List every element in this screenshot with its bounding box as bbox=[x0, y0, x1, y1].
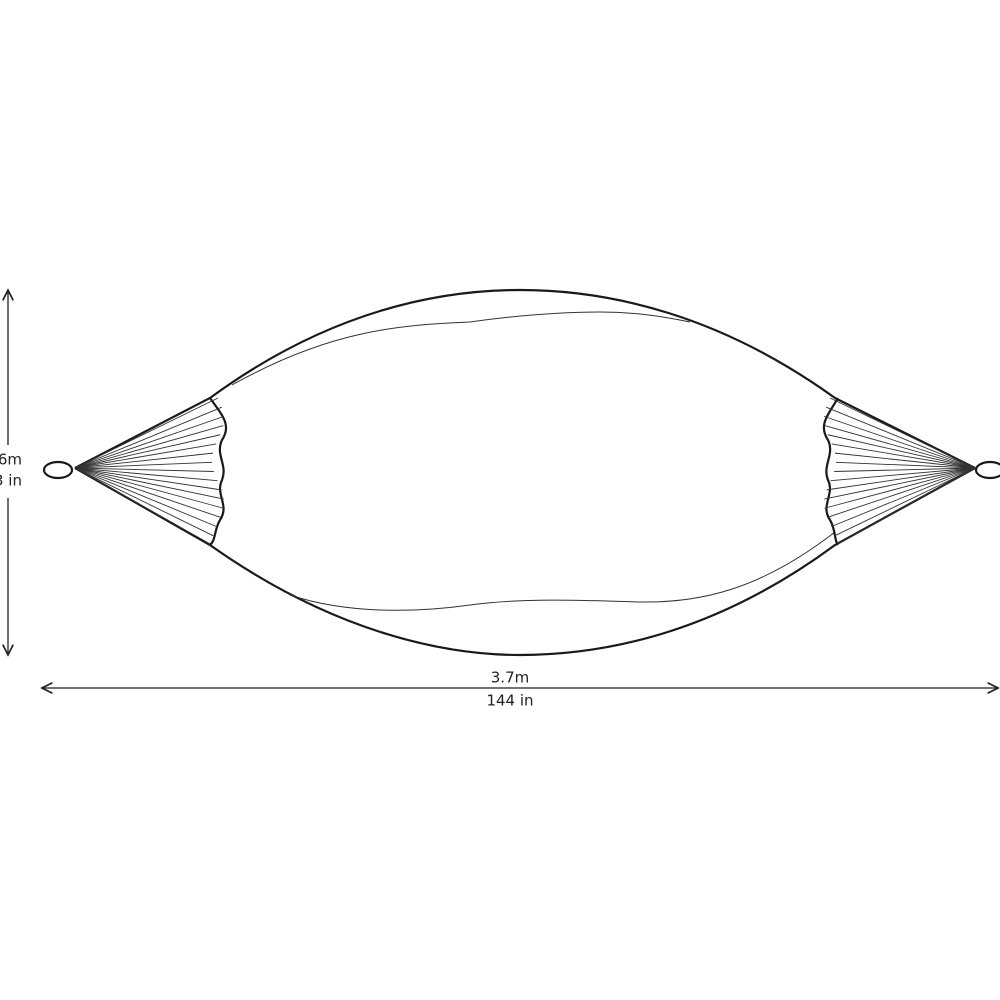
string bbox=[824, 467, 976, 500]
hammock-top-edge bbox=[74, 288, 976, 469]
string bbox=[74, 425, 224, 469]
string bbox=[834, 452, 976, 469]
string bbox=[831, 467, 976, 528]
string bbox=[74, 467, 213, 546]
string bbox=[824, 425, 976, 469]
string bbox=[74, 467, 224, 509]
hammock-bottom-edge bbox=[74, 467, 976, 657]
string bbox=[827, 434, 976, 469]
string bbox=[74, 467, 214, 537]
string bbox=[74, 467, 214, 472]
string bbox=[74, 467, 221, 518]
left-gather bbox=[209, 397, 228, 546]
string bbox=[829, 397, 976, 469]
length-dimension: 3.7m 144 in bbox=[42, 669, 998, 710]
string bbox=[74, 467, 218, 528]
string bbox=[826, 406, 976, 469]
string bbox=[74, 443, 217, 469]
suspension-strings bbox=[74, 397, 976, 546]
string bbox=[74, 467, 222, 491]
string bbox=[835, 461, 976, 469]
right-loop bbox=[974, 460, 1000, 480]
string bbox=[826, 467, 976, 491]
string bbox=[830, 467, 976, 482]
height-metric: 6m bbox=[0, 451, 22, 469]
string bbox=[831, 443, 976, 469]
string bbox=[74, 434, 221, 469]
hammock bbox=[42, 288, 1000, 657]
string bbox=[74, 415, 225, 469]
fabric-bottom-line bbox=[289, 531, 836, 611]
right-gather bbox=[822, 397, 839, 546]
string bbox=[824, 467, 976, 509]
string bbox=[834, 467, 976, 537]
left-loop bbox=[42, 460, 74, 480]
string bbox=[74, 467, 224, 500]
length-imperial: 144 in bbox=[486, 692, 533, 710]
string bbox=[74, 452, 214, 469]
string bbox=[74, 397, 219, 469]
string bbox=[74, 406, 222, 469]
string bbox=[827, 467, 976, 518]
string bbox=[74, 461, 213, 469]
fabric-top-line bbox=[231, 311, 691, 386]
string bbox=[835, 467, 976, 546]
height-dimension: 6m 3 in bbox=[0, 290, 22, 655]
string bbox=[823, 415, 976, 469]
height-imperial: 3 in bbox=[0, 472, 22, 490]
string bbox=[74, 467, 218, 482]
string bbox=[834, 467, 976, 472]
length-metric: 3.7m bbox=[491, 669, 529, 687]
